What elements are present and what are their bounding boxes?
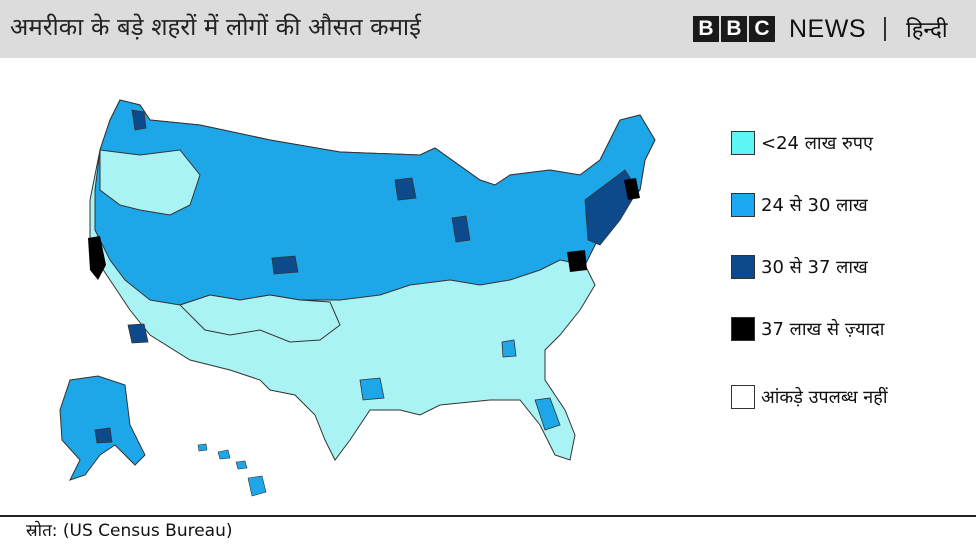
legend-swatch-high	[731, 255, 755, 279]
legend-label-low: <24 लाख रुपए	[761, 133, 873, 154]
minneapolis-area	[394, 177, 417, 201]
brand-language: हिन्दी	[906, 18, 948, 43]
anchorage-area	[94, 427, 113, 444]
bbc-letter-c: C	[749, 16, 775, 42]
alaska	[59, 375, 146, 481]
legend-swatch-mid	[731, 193, 755, 217]
legend-label-top: 37 लाख से ज़्यादा	[761, 319, 885, 340]
legend-swatch-top	[731, 317, 755, 341]
footer-divider	[0, 515, 976, 517]
hawaii-big-island	[247, 475, 267, 497]
seattle-area	[131, 109, 147, 131]
legend-swatch-low	[731, 131, 755, 155]
bay-area	[88, 236, 106, 280]
northeast-corridor	[584, 169, 639, 246]
legend-label-mid: 24 से 30 लाख	[761, 195, 868, 216]
brand-news-text: NEWS	[789, 14, 866, 43]
chart-title: अमरीका के बड़े शहरों में लोगों की औसत कम…	[10, 13, 421, 41]
legend-item-low: <24 लाख रुपए	[731, 131, 873, 155]
legend-item-mid: 24 से 30 लाख	[731, 193, 868, 217]
bbc-brand-logo: B B C NEWS हिन्दी	[693, 14, 948, 44]
washington-dc-area	[567, 250, 587, 272]
bbc-letter-b1: B	[693, 16, 719, 42]
hawaii-island-3	[235, 460, 248, 470]
boston-area	[624, 178, 640, 200]
northern-region	[94, 99, 656, 306]
bbc-letter-b2: B	[721, 16, 747, 42]
atlanta-area	[501, 339, 517, 358]
hawaii-island-1	[197, 443, 208, 452]
northwest-low-region	[99, 149, 201, 216]
hawaii-island-2	[217, 449, 231, 460]
denver-area	[271, 255, 299, 275]
brand-divider	[884, 17, 886, 41]
mountain-low-region	[179, 294, 341, 343]
source-note: स्रोत: (US Census Bureau)	[26, 521, 233, 541]
legend-swatch-na	[731, 385, 755, 409]
legend-item-high: 30 से 37 लाख	[731, 255, 868, 279]
legend-label-na: आंकड़े उपलब्ध नहीं	[761, 387, 888, 408]
legend-item-top: 37 लाख से ज़्यादा	[731, 317, 884, 341]
legend-item-na: आंकड़े उपलब्ध नहीं	[731, 385, 888, 409]
los-angeles-area	[127, 323, 149, 344]
legend-label-high: 30 से 37 लाख	[761, 257, 868, 278]
houston-area	[359, 377, 385, 401]
us-income-map	[59, 99, 656, 497]
florida-mid	[534, 397, 561, 431]
chicago-area	[451, 215, 471, 243]
header-bar: अमरीका के बड़े शहरों में लोगों की औसत कम…	[0, 0, 976, 58]
